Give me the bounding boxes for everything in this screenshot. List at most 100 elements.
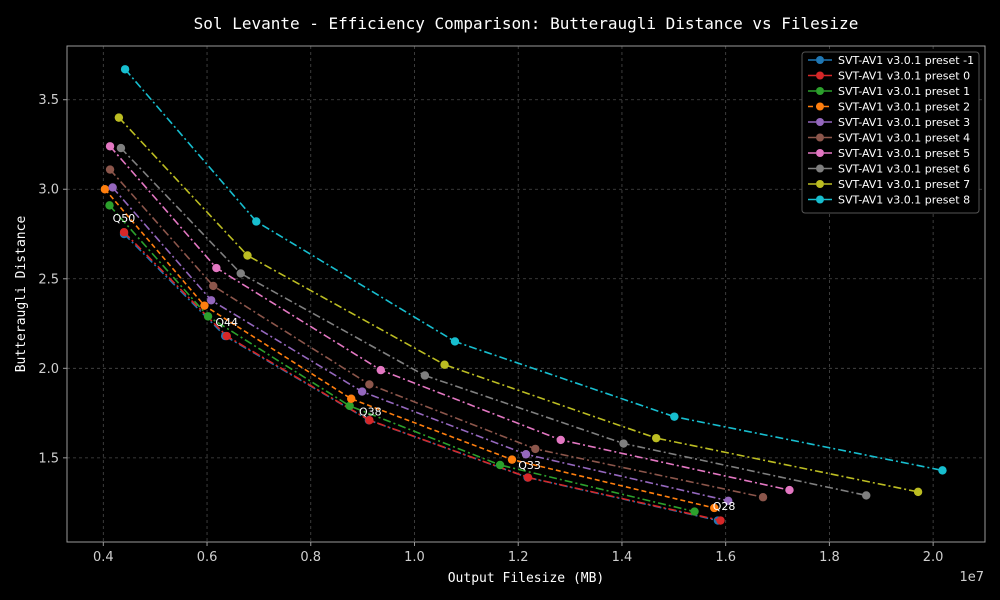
legend-item: SVT-AV1 v3.0.1 preset 8: [808, 194, 970, 207]
x-tick-label: 1.6: [715, 550, 736, 565]
data-point: [523, 473, 533, 482]
series-line: [118, 117, 919, 493]
quality-annotation: Q50: [113, 212, 136, 225]
legend-label: SVT-AV1 v3.0.1 preset 8: [838, 194, 970, 207]
data-point: [347, 394, 356, 403]
x-tick-label: 1.4: [612, 550, 633, 565]
data-point: [495, 460, 505, 470]
legend-swatch-marker: [816, 164, 824, 173]
y-tick-label: 3.5: [38, 93, 59, 108]
legend-swatch-marker: [816, 87, 824, 95]
data-point: [252, 217, 261, 226]
data-point: [724, 496, 733, 506]
legend-item: SVT-AV1 v3.0.1 preset 6: [808, 163, 970, 176]
x-tick-label: 2.0: [923, 550, 944, 565]
data-point: [862, 491, 871, 500]
legend-swatch-marker: [816, 56, 824, 64]
data-point: [450, 337, 460, 346]
legend-swatch-marker: [816, 71, 824, 80]
legend-swatch-marker: [816, 195, 824, 204]
series-preset-4: [108, 183, 733, 506]
legend-label: SVT-AV1 v3.0.1 preset -1: [838, 54, 974, 67]
legend-item: SVT-AV1 v3.0.1 preset 7: [808, 178, 970, 191]
data-point: [200, 301, 209, 310]
x-tick-label: 0.6: [197, 550, 218, 565]
data-point: [206, 296, 216, 305]
legend-label: SVT-AV1 v3.0.1 preset 5: [838, 147, 970, 160]
data-point: [212, 263, 221, 273]
legend: SVT-AV1 v3.0.1 preset -1 SVT-AV1 v3.0.1 p…: [801, 51, 980, 214]
data-point: [105, 165, 115, 174]
data-point: [913, 487, 923, 497]
data-point: [938, 466, 947, 475]
data-point: [556, 435, 565, 445]
data-point: [690, 507, 699, 516]
legend-label: SVT-AV1 v3.0.1 preset 3: [838, 116, 970, 129]
x-tick-label: 0.8: [300, 550, 321, 565]
data-point: [222, 331, 231, 341]
series-preset-9: [120, 65, 947, 475]
quality-annotation: Q38: [359, 405, 382, 418]
y-tick-label: 2.5: [38, 272, 59, 287]
legend-box: [801, 51, 980, 214]
annotations: Q50 Q44 Q38 Q33 Q28: [113, 212, 736, 513]
series-layer: [100, 65, 947, 525]
data-point: [357, 387, 367, 396]
legend-swatch-marker: [816, 180, 824, 188]
quality-annotation: Q44: [215, 316, 238, 329]
legend-swatch-marker: [816, 149, 824, 157]
series-preset-2: [105, 201, 699, 516]
quality-annotation: Q33: [518, 459, 541, 472]
series-line: [120, 147, 867, 497]
data-point: [365, 416, 374, 425]
data-point: [710, 503, 719, 513]
plot-frame: [66, 45, 986, 543]
data-point: [785, 485, 794, 495]
series-preset-1: [119, 228, 725, 525]
x-axis-label: Output Filesize (MB): [448, 571, 605, 586]
data-point: [203, 312, 213, 321]
series-preset-5: [105, 165, 768, 502]
x-axis-offset-label: 1e7: [959, 570, 984, 585]
data-point: [114, 113, 124, 122]
data-point: [243, 251, 252, 260]
series-line: [104, 188, 715, 509]
legend-swatch-marker: [816, 102, 824, 111]
quality-annotation: Q28: [713, 500, 736, 513]
data-point: [365, 380, 374, 389]
legend-item: SVT-AV1 v3.0.1 preset 2: [808, 101, 970, 114]
data-point: [758, 493, 768, 502]
data-point: [507, 455, 517, 464]
legend-item: SVT-AV1 v3.0.1 preset 1: [808, 85, 970, 98]
data-point: [376, 365, 385, 375]
data-point: [531, 444, 540, 454]
ticks: 0.4 0.6 0.8 1.0 1.2 1.4 1.6 1.8 2.0 1.5 2.0 2.5 3.0 3…: [38, 93, 943, 565]
legend-label: SVT-AV1 v3.0.1 preset 0: [838, 70, 970, 83]
data-point: [345, 401, 354, 411]
data-point: [116, 143, 126, 153]
y-tick-label: 1.5: [38, 451, 59, 466]
data-point: [120, 65, 130, 74]
legend-item: SVT-AV1 v3.0.1 preset 4: [808, 132, 970, 145]
legend-label: SVT-AV1 v3.0.1 preset 1: [838, 85, 970, 98]
data-point: [521, 450, 531, 459]
legend-item: SVT-AV1 v3.0.1 preset 0: [808, 70, 970, 83]
x-tick-label: 1.8: [819, 550, 840, 565]
series-preset-7: [116, 143, 871, 500]
legend-label: SVT-AV1 v3.0.1 preset 7: [838, 178, 970, 191]
legend-item: SVT-AV1 v3.0.1 preset 5: [808, 147, 970, 160]
legend-label: SVT-AV1 v3.0.1 preset 4: [838, 132, 970, 145]
legend-label: SVT-AV1 v3.0.1 preset 2: [838, 101, 970, 114]
data-point: [100, 185, 110, 194]
legend-swatch-marker: [816, 133, 824, 142]
legend-label: SVT-AV1 v3.0.1 preset 6: [838, 163, 970, 176]
data-point: [119, 228, 129, 237]
series-preset-3: [100, 185, 719, 513]
data-point: [209, 281, 218, 291]
x-tick-label: 1.0: [404, 550, 425, 565]
x-tick-label: 0.4: [93, 550, 114, 565]
chart-title: Sol Levante - Efficiency Comparison: But…: [194, 14, 859, 33]
y-axis-label: Butteraugli Distance: [14, 216, 29, 373]
y-tick-label: 2.0: [38, 362, 59, 377]
